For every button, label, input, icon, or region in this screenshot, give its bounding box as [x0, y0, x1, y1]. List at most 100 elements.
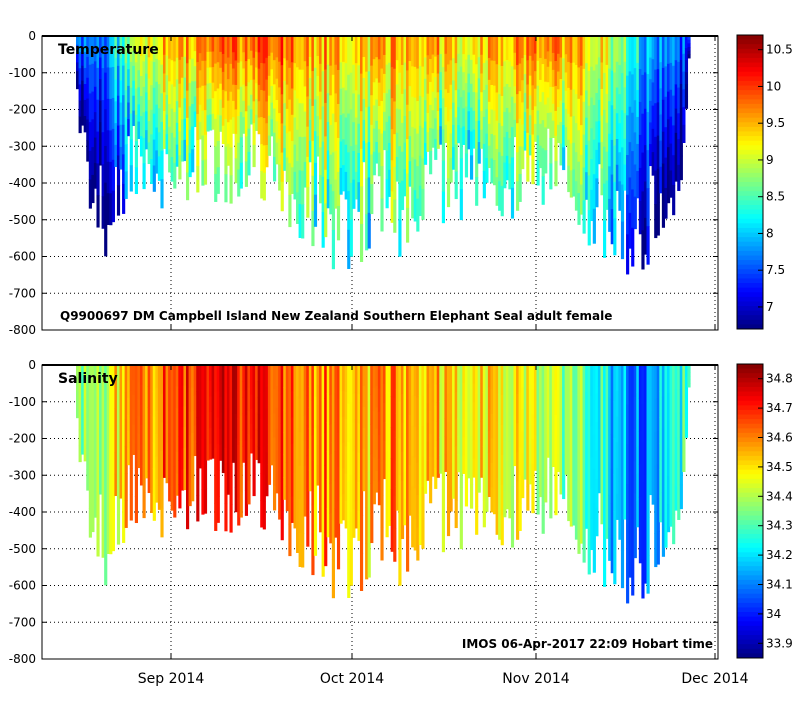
profile-cell: [646, 403, 650, 442]
profile-cell: [508, 36, 512, 62]
profile-cell: [400, 93, 405, 124]
profile-cell: [503, 111, 507, 138]
profile-cell: [134, 88, 138, 116]
profile-cell: [354, 63, 359, 91]
profile-cell: [191, 36, 195, 60]
profile-cell: [590, 189, 594, 222]
profile-cell: [436, 402, 440, 422]
profile-cell: [649, 429, 653, 452]
profile-cell: [313, 162, 318, 196]
profile-cell: [434, 406, 438, 428]
profile-cell: [288, 163, 292, 196]
profile-cell: [247, 82, 251, 106]
profile-cell: [201, 135, 205, 161]
profile-cell: [462, 36, 466, 55]
profile-cell: [76, 62, 80, 72]
profile-cell: [116, 65, 121, 97]
profile-cell: [139, 445, 144, 466]
profile-cell: [411, 36, 415, 67]
profile-cell: [454, 446, 458, 474]
profile-cell: [613, 72, 617, 110]
profile-cell: [536, 489, 540, 515]
colorbar-swatch: [737, 67, 763, 73]
profile-cell: [398, 475, 402, 513]
profile-cell: [267, 55, 272, 77]
profile-cell: [224, 118, 228, 147]
profile-cell: [257, 68, 261, 86]
profile-cell: [411, 486, 415, 518]
profile-cell: [78, 429, 82, 447]
profile-cell: [160, 393, 164, 423]
profile-cell: [569, 472, 573, 500]
profile-cell: [81, 65, 85, 81]
profile-cell: [81, 36, 85, 52]
profile-cell: [393, 101, 397, 135]
profile-cell: [342, 390, 346, 418]
profile-cell: [413, 128, 417, 160]
profile-cell: [666, 503, 671, 533]
profile-cell: [572, 116, 576, 144]
profile-cell: [454, 365, 458, 393]
profile-cell: [615, 139, 619, 166]
profile-cell: [551, 120, 556, 139]
profile-cell: [175, 122, 179, 146]
profile-cell: [134, 114, 138, 142]
profile-cell: [444, 53, 448, 72]
profile-cell: [574, 65, 579, 95]
profile-cell: [278, 416, 282, 443]
profile-cell: [104, 401, 108, 439]
profile-cell: [439, 401, 443, 420]
profile-cell: [508, 441, 512, 468]
profile-cell: [533, 71, 538, 90]
profile-cell: [380, 133, 384, 167]
profile-cell: [526, 108, 530, 134]
profile-cell: [91, 119, 95, 148]
profile-cell: [482, 472, 486, 501]
profile-cell: [306, 66, 310, 97]
profile-cell: [626, 36, 630, 77]
profile-cell: [603, 512, 607, 550]
profile-cell: [508, 466, 512, 493]
profile-cell: [331, 152, 335, 192]
profile-cell: [592, 399, 596, 435]
profile-cell: [377, 82, 382, 107]
profile-cell: [485, 60, 489, 86]
profile-cell: [237, 445, 241, 473]
profile-cell: [623, 138, 627, 165]
profile-cell: [661, 163, 666, 196]
profile-cell: [390, 396, 394, 428]
profile-cell: [99, 36, 103, 58]
profile-cell: [354, 446, 359, 475]
profile-cell: [395, 437, 399, 463]
profile-cell: [477, 471, 481, 493]
profile-cell: [434, 467, 438, 489]
profile-cell: [572, 62, 576, 90]
profile-cell: [513, 36, 517, 54]
profile-cell: [303, 465, 307, 492]
profile-cell: [649, 408, 653, 431]
colorbar-swatch: [737, 85, 763, 91]
profile-cell: [505, 412, 509, 438]
profile-cell: [201, 160, 205, 186]
profile-cell: [390, 67, 394, 99]
profile-cell: [257, 52, 261, 70]
profile-cell: [467, 383, 471, 404]
profile-cell: [326, 508, 330, 538]
profile-cell: [145, 92, 149, 112]
profile-cell: [224, 420, 228, 449]
profile-cell: [239, 415, 243, 442]
profile-cell: [142, 112, 146, 139]
profile-cell: [178, 131, 182, 156]
profile-cell: [219, 380, 223, 398]
profile-cell: [513, 103, 517, 121]
profile-cell: [339, 365, 343, 392]
profile-cell: [549, 112, 553, 139]
profile-cell: [651, 365, 655, 389]
profile-cell: [206, 380, 210, 398]
profile-cell: [101, 132, 105, 165]
profile-cell: [142, 86, 146, 113]
profile-cell: [372, 388, 376, 412]
profile-cell: [252, 365, 256, 388]
profile-cell: [272, 365, 277, 390]
profile-cell: [641, 520, 645, 560]
